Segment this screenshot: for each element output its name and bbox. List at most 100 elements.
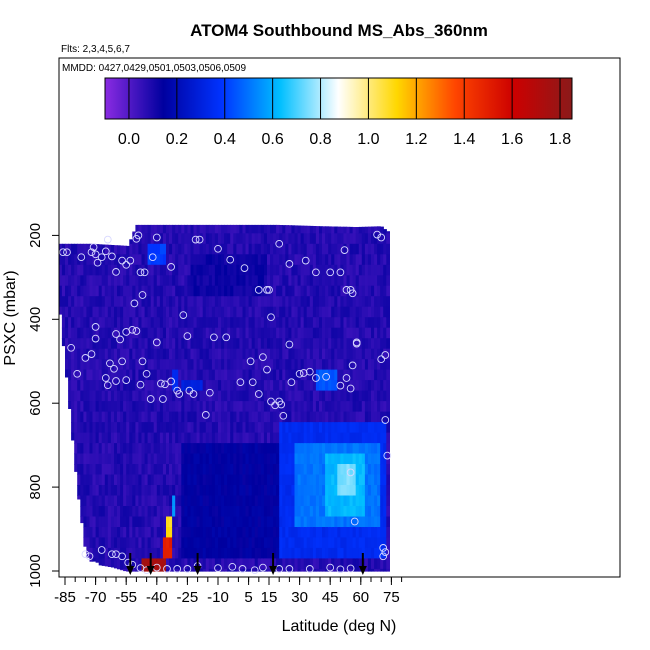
heatmap-cell: [285, 422, 289, 434]
heatmap-cell: [205, 527, 210, 539]
heatmap-cell: [282, 275, 286, 287]
heatmap-cell: [358, 537, 363, 549]
sample-point: [183, 565, 192, 573]
heatmap-cell: [288, 453, 293, 465]
heatmap-cell: [86, 474, 91, 486]
heatmap-cell: [233, 495, 237, 507]
heatmap-cell: [328, 547, 332, 559]
heatmap-cell: [364, 233, 369, 245]
heatmap-cell: [319, 327, 323, 339]
heatmap-cell: [306, 443, 311, 455]
heatmap-cell: [312, 506, 317, 518]
heatmap-cell: [162, 359, 167, 371]
heatmap-cell: [95, 296, 100, 308]
heatmap-cell: [291, 338, 296, 350]
heatmap-cell: [309, 306, 314, 318]
heatmap-cell: [309, 485, 314, 497]
heatmap-cell: [208, 296, 213, 308]
heatmap-cell: [159, 296, 164, 308]
heatmap-cell: [114, 264, 118, 276]
heatmap-cell: [273, 254, 277, 266]
sample-point: [267, 397, 275, 406]
heatmap-cell: [65, 327, 69, 339]
heatmap-cell: [322, 495, 326, 507]
heatmap-cell: [331, 348, 335, 360]
heatmap-cell: [309, 464, 314, 476]
heatmap-cell: [114, 485, 118, 497]
heatmap-cell: [303, 254, 308, 266]
heatmap-cell: [184, 558, 188, 570]
heatmap-cell: [282, 390, 286, 402]
heatmap-cell: [150, 411, 155, 423]
heatmap-cell: [367, 547, 372, 559]
heatmap-cell: [117, 547, 121, 559]
sample-point: [214, 244, 222, 253]
heatmap-cell: [218, 390, 222, 402]
heatmap-cell: [242, 296, 247, 308]
heatmap-cell: [230, 275, 234, 287]
heatmap-cell: [377, 474, 381, 486]
heatmap-cell: [355, 537, 360, 549]
heatmap-cell: [175, 422, 179, 434]
heatmap-cell: [257, 264, 262, 276]
heatmap-cell: [315, 285, 320, 297]
heatmap-cell: [129, 443, 133, 455]
heatmap-cell: [306, 558, 311, 570]
sample-point: [267, 313, 275, 322]
heatmap-cell: [153, 474, 158, 486]
heatmap-cell: [328, 327, 332, 339]
heatmap-cell: [104, 453, 109, 465]
heatmap-cell: [205, 422, 210, 434]
heatmap-cell: [138, 306, 143, 318]
heatmap-cell: [319, 516, 323, 528]
heatmap-cell: [80, 296, 84, 308]
heatmap-cell: [371, 453, 375, 465]
heatmap-cell: [227, 453, 231, 465]
heatmap-cell: [114, 401, 118, 413]
heatmap-cell: [98, 369, 103, 381]
heatmap-cell: [230, 443, 234, 455]
heatmap-cell: [367, 317, 372, 329]
heatmap-cell: [117, 495, 121, 507]
heatmap-cell: [343, 547, 348, 559]
heatmap-cell: [95, 495, 100, 507]
heatmap-cell: [358, 380, 363, 392]
heatmap-cell: [101, 474, 106, 486]
heatmap-cell: [159, 516, 164, 528]
heatmap-cell: [288, 401, 293, 413]
heatmap-cell: [218, 306, 222, 318]
heatmap-cell: [166, 432, 170, 444]
sample-point: [189, 390, 198, 398]
heatmap-cell: [214, 422, 219, 434]
heatmap-cell: [65, 285, 69, 297]
heatmap-cell: [144, 411, 149, 423]
heatmap-cell: [312, 264, 317, 276]
heatmap-cell: [218, 527, 222, 539]
heatmap-cell: [377, 558, 381, 570]
heatmap-cell: [126, 327, 130, 339]
heatmap-cell: [364, 558, 369, 570]
heatmap-cell: [98, 380, 103, 392]
heatmap-cell: [65, 306, 69, 318]
heatmap-cell: [306, 254, 311, 266]
heatmap-cell: [270, 558, 274, 570]
heatmap-cell: [86, 254, 91, 266]
heatmap-cell: [184, 401, 188, 413]
heatmap-cell: [267, 506, 271, 518]
heatmap-cell: [107, 285, 112, 297]
heatmap-cell: [150, 558, 155, 570]
heatmap-cell: [187, 464, 192, 476]
heatmap-cell: [184, 568, 188, 572]
heatmap-cell: [169, 537, 173, 549]
heatmap-cell: [297, 485, 302, 497]
heatmap-cell: [273, 327, 277, 339]
heatmap-cell: [184, 348, 188, 360]
heatmap-cell: [135, 453, 140, 465]
heatmap-cell: [361, 327, 366, 339]
heatmap-cell: [273, 516, 277, 528]
heatmap-cell: [319, 243, 323, 255]
heatmap-cell: [334, 264, 338, 276]
heatmap-cell: [337, 453, 341, 465]
heatmap-cell: [358, 243, 363, 255]
heatmap-cell: [239, 558, 244, 570]
